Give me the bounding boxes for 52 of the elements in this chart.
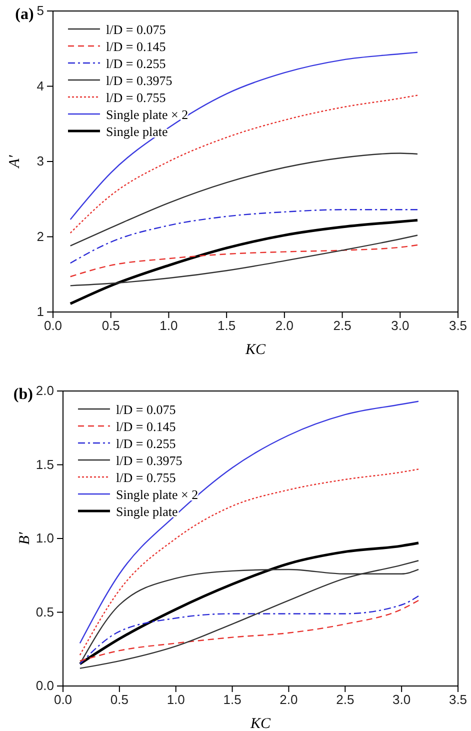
legend-label: l/D = 0.3975 xyxy=(116,453,182,468)
x-tick-label: 2.5 xyxy=(333,318,352,334)
legend-label: l/D = 0.145 xyxy=(106,39,166,54)
legend-label: Single plate xyxy=(116,504,178,519)
x-tick-label: 3.0 xyxy=(391,318,410,334)
line-series xyxy=(70,244,418,278)
x-tick-label: 2.5 xyxy=(336,692,354,708)
x-tick-label: 0.5 xyxy=(102,318,120,334)
legend-label: l/D = 0.255 xyxy=(116,436,176,451)
y-tick-label: 1.0 xyxy=(36,530,54,546)
x-tick-label: 3.0 xyxy=(392,692,411,708)
x-tick-label: 3.5 xyxy=(448,318,468,334)
line-series xyxy=(78,542,420,666)
chart-title: (b) xyxy=(13,386,33,403)
line-series xyxy=(70,209,418,264)
y-tick-label: 3 xyxy=(36,154,44,169)
x-tick-label: 1.5 xyxy=(223,692,242,708)
chart-title: (a) xyxy=(15,6,34,23)
y-tick-label: 1.5 xyxy=(36,456,54,472)
x-tick-label: 2.0 xyxy=(280,692,298,708)
x-tick-label: 3.5 xyxy=(448,692,468,708)
line-series xyxy=(70,152,418,246)
x-tick-label: 1.0 xyxy=(160,318,178,334)
x-tick-label: 1.0 xyxy=(166,692,185,708)
y-axis-title: A′ xyxy=(7,154,23,169)
y-tick-label: 4 xyxy=(36,78,44,94)
legend-label: l/D = 0.3975 xyxy=(106,73,172,88)
line-series xyxy=(70,94,418,234)
y-tick-label: 2.0 xyxy=(36,383,54,398)
line-series xyxy=(79,468,420,656)
y-tick-label: 5 xyxy=(36,3,44,18)
y-tick-label: 2 xyxy=(36,228,44,244)
line-series xyxy=(69,218,419,306)
x-tick-label: 1.5 xyxy=(218,318,236,334)
legend-label: l/D = 0.255 xyxy=(106,56,166,71)
legend-label: l/D = 0.755 xyxy=(116,470,176,485)
legend-label: l/D = 0.755 xyxy=(106,90,166,105)
x-axis-title: KC xyxy=(249,716,272,731)
legend-label: l/D = 0.075 xyxy=(116,402,176,417)
x-axis-title: KC xyxy=(244,342,266,358)
legend-label: l/D = 0.145 xyxy=(116,419,176,434)
line-series xyxy=(70,234,418,286)
legend-label: l/D = 0.075 xyxy=(106,22,166,37)
x-tick-label: 0.0 xyxy=(54,692,72,708)
x-tick-label: 0.5 xyxy=(110,692,128,708)
y-tick-label: 0.5 xyxy=(36,604,54,620)
x-tick-label: 2.0 xyxy=(275,318,294,334)
line-series xyxy=(70,52,418,220)
y-axis-title: B′ xyxy=(17,532,33,545)
line-series xyxy=(79,400,420,644)
y-tick-label: 1 xyxy=(36,304,44,320)
y-tick-label: 0.0 xyxy=(36,678,54,694)
